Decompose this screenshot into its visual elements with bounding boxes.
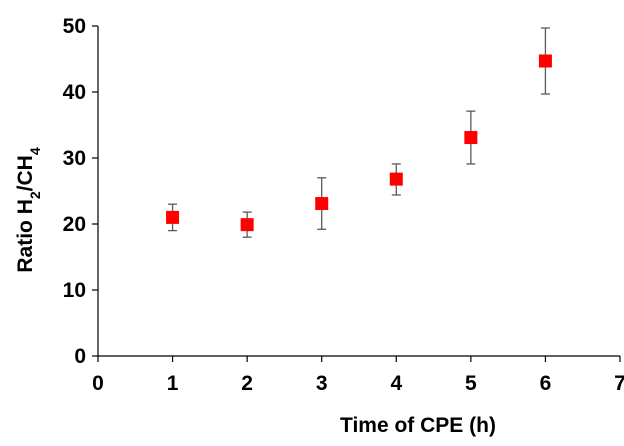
y-axis-title: Ratio H2/CH4 [14,147,43,272]
x-tick-label: 3 [316,372,328,395]
x-tick-label: 7 [614,372,624,395]
data-point-marker [464,131,477,144]
y-tick-label: 50 [63,15,86,38]
x-tick-label: 2 [241,372,253,395]
x-tick-label: 1 [167,372,179,395]
data-point-marker [539,54,552,67]
y-axis-title-prefix: Ratio H [14,199,37,273]
axes [98,26,620,356]
data-point-marker [315,197,328,210]
x-tick-label: 4 [390,372,402,395]
x-tick-label: 6 [540,372,552,395]
y-axis-title-sub-1: 2 [27,191,43,199]
y-tick-label: 10 [63,279,86,302]
y-tick-label: 40 [63,81,86,104]
y-axis-title-mid: /CH [14,155,37,191]
y-axis-title-sub-2: 4 [27,147,43,155]
data-point-marker [166,211,179,224]
x-tick-label: 0 [92,372,104,395]
x-axis-title: Time of CPE (h) [340,414,496,437]
y-tick-label: 0 [74,345,86,368]
error-bars [168,28,550,237]
x-tick-label: 5 [465,372,477,395]
data-point-marker [390,173,403,186]
data-points [166,54,552,231]
ticks: 0 10 20 30 40 50 0 1 2 3 4 5 6 7 [63,15,624,395]
data-point-marker [241,218,254,231]
y-tick-label: 30 [63,147,86,170]
y-tick-label: 20 [63,213,86,236]
